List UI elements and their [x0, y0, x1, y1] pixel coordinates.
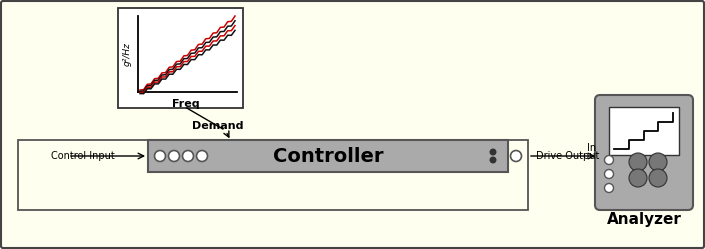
Text: Drive Output: Drive Output [537, 151, 600, 161]
Circle shape [649, 153, 667, 171]
Text: In: In [587, 143, 596, 153]
Text: Control Input: Control Input [51, 151, 115, 161]
Circle shape [490, 149, 496, 155]
FancyBboxPatch shape [609, 107, 679, 155]
Text: Freq: Freq [172, 99, 200, 109]
Circle shape [629, 169, 647, 187]
FancyBboxPatch shape [595, 95, 693, 210]
Circle shape [154, 150, 166, 162]
Circle shape [197, 150, 207, 162]
Circle shape [490, 157, 496, 163]
Circle shape [168, 150, 180, 162]
Circle shape [629, 153, 647, 171]
Text: Analyzer: Analyzer [606, 211, 682, 227]
Circle shape [604, 170, 613, 179]
Circle shape [183, 150, 193, 162]
FancyBboxPatch shape [148, 140, 508, 172]
Circle shape [510, 150, 522, 162]
Text: Demand: Demand [192, 121, 243, 131]
Circle shape [604, 155, 613, 165]
Text: Controller: Controller [273, 146, 384, 166]
Circle shape [649, 169, 667, 187]
Circle shape [604, 184, 613, 192]
Text: g²/Hz: g²/Hz [123, 42, 132, 66]
FancyBboxPatch shape [118, 8, 243, 108]
